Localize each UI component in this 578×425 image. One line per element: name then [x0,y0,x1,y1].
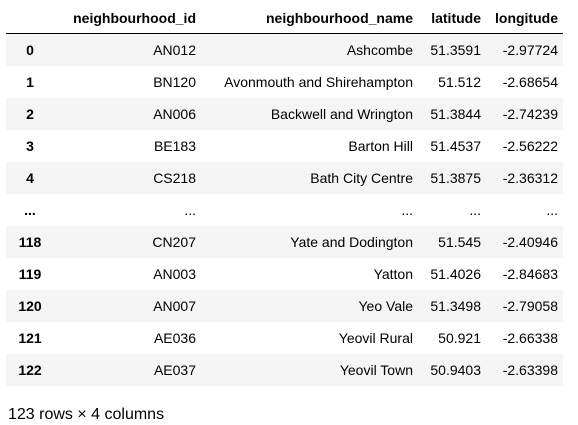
cell-longitude: -2.40946 [502,233,558,250]
row-index: 2 [26,105,34,122]
cell-neighbourhood-name: Bath City Centre [310,169,413,186]
table-body: 0 AN012 Ashcombe 51.3591 -2.97724 1 BN12… [6,33,563,386]
row-index: 119 [18,265,42,282]
cell-neighbourhood-name: ... [401,201,413,218]
cell-longitude: -2.66338 [502,329,558,346]
cell-latitude: 50.921 [438,329,481,346]
dataframe-table: neighbourhood_id neighbourhood_name lati… [6,2,563,386]
column-header-latitude: latitude [418,2,486,34]
table-row: 120 AN007 Yeo Vale 51.3498 -2.79058 [6,289,563,322]
cell-longitude: -2.36312 [502,169,558,186]
cell-latitude: 51.3591 [430,41,481,58]
cell-latitude: 51.3498 [430,297,481,314]
table-row: 1 BN120 Avonmouth and Shirehampton 51.51… [6,65,563,98]
table-row: 3 BE183 Barton Hill 51.4537 -2.56222 [6,129,563,162]
cell-neighbourhood-name: Yeovil Town [339,361,413,378]
cell-neighbourhood-name: Yatton [373,265,413,282]
cell-latitude: 51.3844 [430,105,481,122]
cell-longitude: -2.63398 [502,361,558,378]
cell-neighbourhood-id: AN003 [153,265,196,282]
cell-latitude: 51.512 [438,73,481,90]
cell-longitude: -2.68654 [502,73,558,90]
row-index: 118 [18,233,42,250]
cell-neighbourhood-name: Barton Hill [348,137,413,154]
header-row: neighbourhood_id neighbourhood_name lati… [6,2,563,34]
column-header-neighbourhood-name: neighbourhood_name [201,2,418,34]
cell-longitude: -2.56222 [502,137,558,154]
table-row: 4 CS218 Bath City Centre 51.3875 -2.3631… [6,161,563,194]
index-header [6,2,54,34]
cell-latitude: 50.9403 [430,361,481,378]
cell-longitude: -2.74239 [502,105,558,122]
dataframe-output: neighbourhood_id neighbourhood_name lati… [6,2,568,386]
cell-neighbourhood-name: Backwell and Wrington [270,105,413,122]
row-index: 0 [26,41,34,58]
cell-neighbourhood-id: CS218 [153,169,196,186]
cell-longitude: -2.84683 [502,265,558,282]
table-row: 2 AN006 Backwell and Wrington 51.3844 -2… [6,97,563,130]
cell-neighbourhood-id: CN207 [152,233,196,250]
row-index: 121 [18,329,42,346]
cell-neighbourhood-id: AN007 [153,297,196,314]
row-index: 122 [18,361,42,378]
table-row: 121 AE036 Yeovil Rural 50.921 -2.66338 [6,321,563,354]
cell-latitude: 51.4537 [430,137,481,154]
cell-neighbourhood-id: BE183 [153,137,196,154]
row-index: 3 [26,137,34,154]
cell-neighbourhood-id: AN012 [153,41,196,58]
cell-neighbourhood-id: AE037 [153,361,196,378]
table-row-ellipsis: ... ... ... ... ... [6,193,563,226]
table-row: 0 AN012 Ashcombe 51.3591 -2.97724 [6,33,563,66]
cell-latitude: 51.3875 [430,169,481,186]
row-index: ... [24,201,36,218]
cell-neighbourhood-name: Avonmouth and Shirehampton [224,73,413,90]
table-header: neighbourhood_id neighbourhood_name lati… [6,2,563,34]
cell-neighbourhood-id: BN120 [153,73,196,90]
cell-neighbourhood-name: Yeovil Rural [338,329,413,346]
column-header-neighbourhood-id: neighbourhood_id [54,2,201,34]
dataframe-shape-summary: 123 rows × 4 columns [8,406,165,423]
cell-longitude: ... [546,201,558,218]
table-row: 119 AN003 Yatton 51.4026 -2.84683 [6,257,563,290]
cell-longitude: -2.79058 [502,297,558,314]
cell-neighbourhood-name: Yate and Dodington [290,233,413,250]
cell-latitude: 51.545 [438,233,481,250]
cell-latitude: ... [469,201,481,218]
cell-neighbourhood-id: AN006 [153,105,196,122]
row-index: 4 [26,169,34,186]
row-index: 1 [26,73,34,90]
cell-neighbourhood-name: Yeo Vale [358,297,414,314]
row-index: 120 [18,297,42,314]
table-row: 118 CN207 Yate and Dodington 51.545 -2.4… [6,225,563,258]
cell-longitude: -2.97724 [502,41,558,58]
column-header-longitude: longitude [486,2,563,34]
cell-neighbourhood-id: ... [184,201,196,218]
cell-neighbourhood-id: AE036 [153,329,196,346]
cell-latitude: 51.4026 [430,265,481,282]
cell-neighbourhood-name: Ashcombe [346,41,413,58]
table-row: 122 AE037 Yeovil Town 50.9403 -2.63398 [6,353,563,386]
